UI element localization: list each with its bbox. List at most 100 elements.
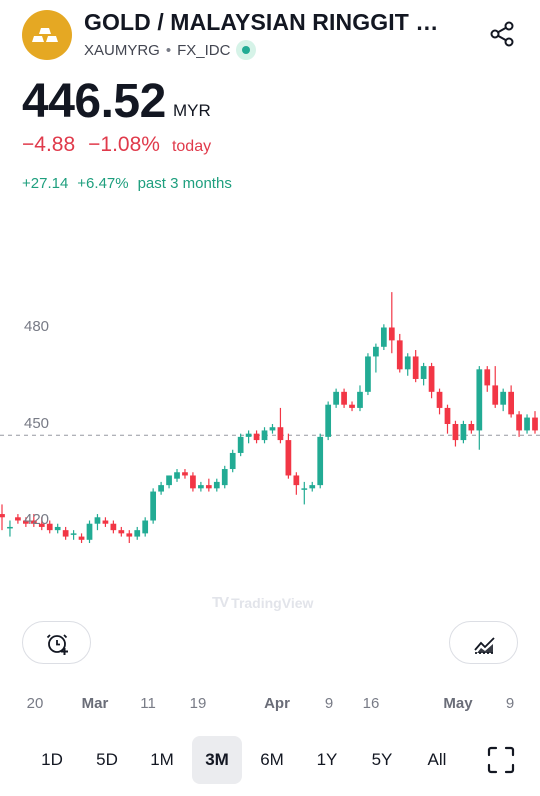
candle-body xyxy=(317,436,324,486)
candle-body xyxy=(38,523,45,527)
candle-body xyxy=(213,481,220,489)
candle xyxy=(436,388,443,415)
candle xyxy=(444,404,451,434)
candle xyxy=(23,517,29,527)
candle xyxy=(54,523,61,534)
watermark-text: TradingView xyxy=(231,594,314,611)
range-5y[interactable]: 5Y xyxy=(371,750,393,769)
candle-body xyxy=(285,440,292,476)
candle xyxy=(261,427,268,444)
candle xyxy=(412,350,419,383)
fullscreen-button[interactable] xyxy=(486,745,516,775)
range-1d[interactable]: 1D xyxy=(41,750,63,769)
candle xyxy=(78,533,85,544)
candle-body xyxy=(412,356,419,379)
today-change-percent: −1.08% xyxy=(88,133,160,156)
candle-body xyxy=(166,475,172,486)
candle-body xyxy=(380,327,387,347)
exchange-name: FX_IDC xyxy=(177,41,231,59)
candle-body xyxy=(516,414,522,431)
candle xyxy=(277,407,284,444)
candle-body xyxy=(333,391,339,405)
range-5d[interactable]: 5D xyxy=(96,750,118,769)
candle-body xyxy=(460,424,467,441)
candle xyxy=(0,504,5,531)
candle-body xyxy=(532,417,538,431)
candle-body xyxy=(325,404,332,437)
candle xyxy=(468,420,475,434)
candle-body xyxy=(365,356,371,392)
candle-body xyxy=(62,530,69,537)
range-1m[interactable]: 1M xyxy=(150,750,174,769)
market-status-dot xyxy=(236,40,257,60)
candle xyxy=(452,420,459,447)
candle xyxy=(396,333,403,373)
candle-body xyxy=(500,391,507,405)
range-6m[interactable]: 6M xyxy=(260,750,284,769)
candle-body xyxy=(388,327,395,341)
three-month-change-value: +27.14 xyxy=(22,175,69,192)
candle xyxy=(158,481,164,495)
range-1y[interactable]: 1Y xyxy=(316,750,338,769)
candle-body xyxy=(301,488,308,490)
candle xyxy=(134,526,141,540)
candle-body xyxy=(30,520,37,524)
candle xyxy=(198,481,204,492)
candle xyxy=(357,385,363,412)
candle xyxy=(30,514,37,527)
indicators-button[interactable] xyxy=(449,621,518,664)
candle-body xyxy=(70,533,77,535)
candle-body xyxy=(102,520,109,524)
candle xyxy=(190,472,196,492)
add-alert-button[interactable] xyxy=(22,621,91,664)
candle xyxy=(86,520,93,544)
x-tick-label: 20 xyxy=(26,695,44,712)
candle xyxy=(476,366,483,450)
candle-body xyxy=(126,533,133,537)
candle-body xyxy=(357,391,363,408)
candle xyxy=(166,475,172,489)
alarm-clock-add-icon xyxy=(46,634,68,655)
candle-body xyxy=(205,485,212,489)
candle-body xyxy=(198,485,204,489)
candle-body xyxy=(452,424,459,441)
candle-body xyxy=(174,472,180,479)
candle-body xyxy=(404,356,411,370)
range-3m[interactable]: 3M xyxy=(192,736,242,784)
candle-body xyxy=(46,523,53,531)
x-tick-label: May xyxy=(443,695,473,712)
candle-body xyxy=(221,469,228,486)
price-chart[interactable] xyxy=(0,270,540,600)
fullscreen-icon xyxy=(487,746,515,774)
candle-body xyxy=(484,369,491,386)
candle xyxy=(293,472,300,495)
candle-body xyxy=(158,485,164,492)
today-period-label: today xyxy=(171,138,212,155)
x-tick-label: 16 xyxy=(362,695,380,712)
candle-body xyxy=(78,536,85,540)
today-change: −4.88 −1.08% today xyxy=(22,133,211,157)
x-tick-label: 9 xyxy=(505,695,515,712)
share-icon[interactable] xyxy=(486,18,518,50)
candle xyxy=(301,481,308,505)
candle xyxy=(94,514,101,531)
candle-body xyxy=(229,452,236,470)
range-all[interactable]: All xyxy=(427,750,447,769)
time-axis: 20 Mar 11 19 Apr 9 16 May 9 xyxy=(0,695,540,715)
three-month-period-label: past 3 months xyxy=(137,175,232,192)
candle xyxy=(341,388,347,408)
x-tick-label: Mar xyxy=(81,695,109,712)
candle-body xyxy=(7,526,13,529)
candlestick-chart[interactable] xyxy=(0,270,540,600)
candle-body xyxy=(0,514,5,518)
candle-body xyxy=(23,520,29,524)
candle xyxy=(428,362,435,399)
y-tick-label: 450 xyxy=(24,415,50,432)
candle xyxy=(349,401,355,412)
candle xyxy=(102,517,109,527)
chart-indicator-icon xyxy=(474,637,495,654)
candle-body xyxy=(492,385,499,405)
candle xyxy=(365,353,371,396)
candle xyxy=(253,430,260,444)
candle xyxy=(70,530,77,540)
